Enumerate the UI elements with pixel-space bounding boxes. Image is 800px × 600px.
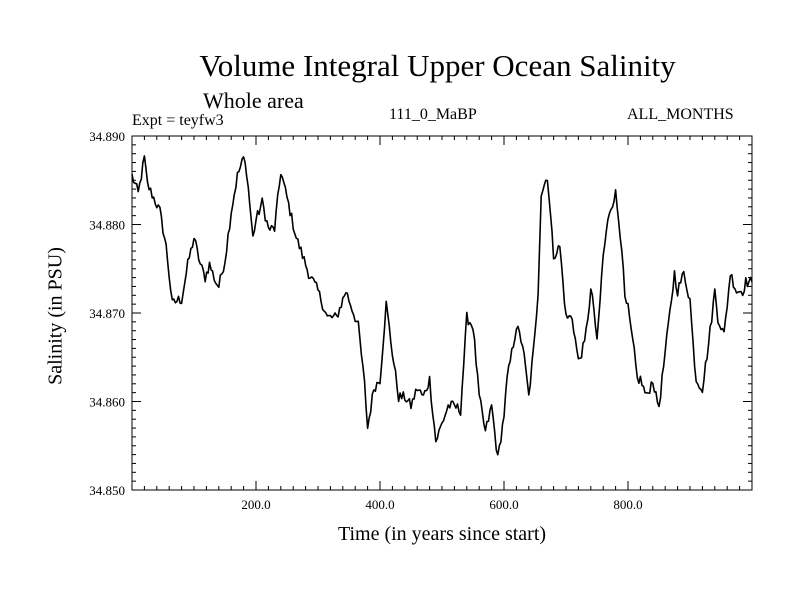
y-tick-label: 34.860: [89, 395, 125, 410]
run-id-label: 111_0_MaBP: [389, 106, 477, 123]
experiment-label: Expt = teyfw3: [132, 112, 224, 129]
plot-frame: [131, 135, 753, 491]
y-tick-label: 34.870: [89, 306, 125, 321]
x-tick-label: 400.0: [365, 497, 394, 512]
chart-subtitle: Whole area: [203, 88, 304, 113]
x-tick-label: 600.0: [489, 497, 518, 512]
y-tick-label: 34.890: [89, 129, 125, 144]
x-axis-label: Time (in years since start): [337, 523, 547, 545]
salinity-series-line: [131, 155, 753, 456]
x-tick-label: 800.0: [613, 497, 642, 512]
chart-title: Volume Integral Upper Ocean Salinity: [199, 48, 676, 83]
y-tick-label: 34.880: [89, 218, 125, 233]
months-label: ALL_MONTHS: [627, 106, 734, 123]
y-tick-label: 34.850: [89, 483, 125, 498]
x-tick-label: 200.0: [241, 497, 270, 512]
